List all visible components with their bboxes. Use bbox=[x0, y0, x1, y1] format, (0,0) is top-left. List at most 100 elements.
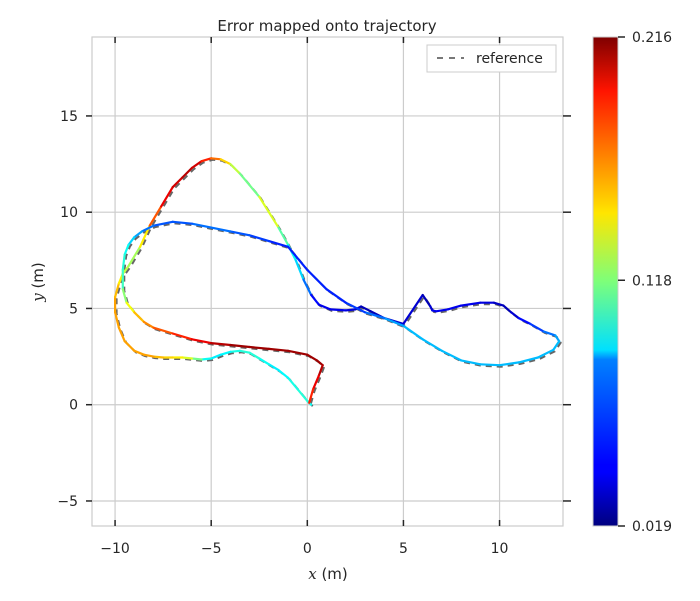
trajectory-segment bbox=[258, 357, 270, 366]
trajectory-segment bbox=[113, 282, 121, 298]
trajectory-segment bbox=[317, 303, 332, 311]
trajectory-segment bbox=[160, 186, 174, 208]
x-axis-unit: (m) bbox=[317, 565, 348, 583]
trajectory-segment bbox=[542, 330, 557, 337]
trajectory-segment bbox=[219, 158, 232, 166]
trajectory-segment bbox=[536, 348, 555, 359]
trajectory-segment bbox=[210, 226, 232, 233]
trajectory-segment bbox=[287, 376, 299, 391]
trajectory-segment bbox=[123, 340, 136, 352]
trajectory-segment bbox=[554, 334, 561, 343]
trajectory-segment bbox=[117, 326, 126, 343]
trajectory-segment bbox=[498, 361, 520, 367]
trajectory-segment bbox=[229, 349, 242, 353]
trajectory-segment bbox=[479, 363, 501, 367]
trajectory-segment bbox=[248, 351, 261, 360]
x-tick-label: −10 bbox=[100, 541, 130, 557]
x-tick-label: 10 bbox=[491, 541, 509, 557]
trajectory-segment bbox=[310, 293, 320, 306]
trajectory-segment bbox=[113, 311, 121, 329]
trajectory-segment bbox=[296, 388, 309, 402]
trajectory-segment bbox=[440, 349, 463, 362]
trajectory-segment bbox=[190, 357, 203, 361]
trajectory-segment bbox=[308, 388, 315, 404]
trajectory-segment bbox=[517, 317, 532, 325]
trajectory-segment bbox=[287, 349, 309, 356]
trajectory-segment bbox=[125, 301, 136, 314]
colorbar-ticks: 0.216 0.118 0.019 bbox=[618, 30, 672, 535]
trajectory-segment bbox=[121, 253, 126, 271]
y-axis-label: y (m) bbox=[29, 262, 47, 303]
trajectory-segment bbox=[267, 363, 280, 372]
y-axis-unit: (m) bbox=[29, 262, 47, 293]
trajectory-segment bbox=[383, 317, 405, 327]
trajectory-segment bbox=[267, 347, 290, 352]
trajectory-segment bbox=[325, 288, 347, 304]
trajectory-segment bbox=[344, 301, 367, 314]
trajectory-segment bbox=[402, 324, 424, 341]
trajectory-segment bbox=[133, 311, 145, 323]
trajectory-segment bbox=[460, 359, 482, 366]
trajectory-segment bbox=[329, 308, 347, 312]
trajectory-segment bbox=[127, 245, 142, 268]
grid bbox=[92, 37, 563, 526]
trajectory-segment bbox=[148, 205, 163, 227]
y-axis-variable: y bbox=[29, 293, 47, 303]
trajectory-segment bbox=[421, 338, 443, 352]
x-tick-labels: −10 −5 0 5 10 bbox=[100, 541, 508, 557]
colorbar-gradient bbox=[592, 36, 619, 527]
legend-box bbox=[426, 44, 557, 73]
trajectory-segment bbox=[363, 311, 386, 320]
y-tick-label: 15 bbox=[60, 109, 78, 125]
x-tick-label: 0 bbox=[303, 541, 312, 557]
y-tick-label: −5 bbox=[57, 494, 78, 510]
trajectory-segment bbox=[315, 359, 324, 367]
trajectory-segment bbox=[133, 230, 144, 239]
trajectory-segment bbox=[171, 220, 194, 225]
trajectory-segment bbox=[277, 226, 290, 246]
trajectory-segment bbox=[121, 288, 128, 304]
trajectory-segment bbox=[181, 166, 194, 179]
colorbar-tick-label: 0.216 bbox=[632, 30, 672, 46]
trajectory-segment bbox=[460, 301, 482, 307]
reference-line bbox=[115, 158, 562, 407]
trajectory-segment bbox=[238, 172, 251, 187]
trajectory-segment bbox=[190, 222, 213, 229]
chart-title: Error mapped onto trajectory bbox=[217, 17, 436, 35]
trajectory-segment bbox=[190, 338, 213, 345]
trajectory-segment bbox=[123, 243, 130, 256]
trajectory-segment bbox=[210, 353, 222, 360]
trajectory-segment bbox=[152, 220, 174, 227]
trajectory-segment bbox=[248, 234, 270, 243]
x-axis-label: x (m) bbox=[308, 565, 348, 583]
trajectory-segment bbox=[517, 356, 540, 364]
trajectory-segment bbox=[248, 184, 261, 198]
y-tick-label: 10 bbox=[60, 205, 78, 221]
trajectory-segment bbox=[302, 278, 313, 297]
trajectory-segment bbox=[142, 320, 155, 329]
x-axis-variable: x bbox=[308, 565, 317, 583]
trajectory-segment bbox=[421, 293, 432, 308]
trajectory-segment bbox=[171, 332, 194, 341]
trajectory-segment bbox=[229, 343, 251, 349]
trajectory-segment bbox=[312, 374, 320, 391]
trajectory-segment bbox=[267, 211, 280, 229]
plot-frame bbox=[91, 36, 564, 527]
reference-line-group bbox=[115, 158, 562, 407]
trajectory-line-group bbox=[113, 157, 561, 406]
legend: reference bbox=[426, 44, 557, 73]
trajectory-segment bbox=[360, 305, 372, 313]
trajectory-segment bbox=[402, 293, 424, 325]
colorbar: 0.216 0.118 0.019 bbox=[592, 30, 672, 535]
trajectory-segment bbox=[446, 304, 463, 311]
trajectory-segment bbox=[190, 160, 203, 169]
trajectory-segment bbox=[529, 322, 545, 333]
trajectory-segment bbox=[210, 157, 222, 161]
x-tick-label: −5 bbox=[201, 541, 222, 557]
axis-ticks bbox=[86, 37, 571, 526]
trajectory-segment bbox=[306, 268, 328, 291]
y-tick-labels: −5 0 5 10 15 bbox=[57, 109, 78, 510]
trajectory-segment bbox=[219, 350, 232, 356]
y-tick-label: 5 bbox=[69, 301, 78, 317]
